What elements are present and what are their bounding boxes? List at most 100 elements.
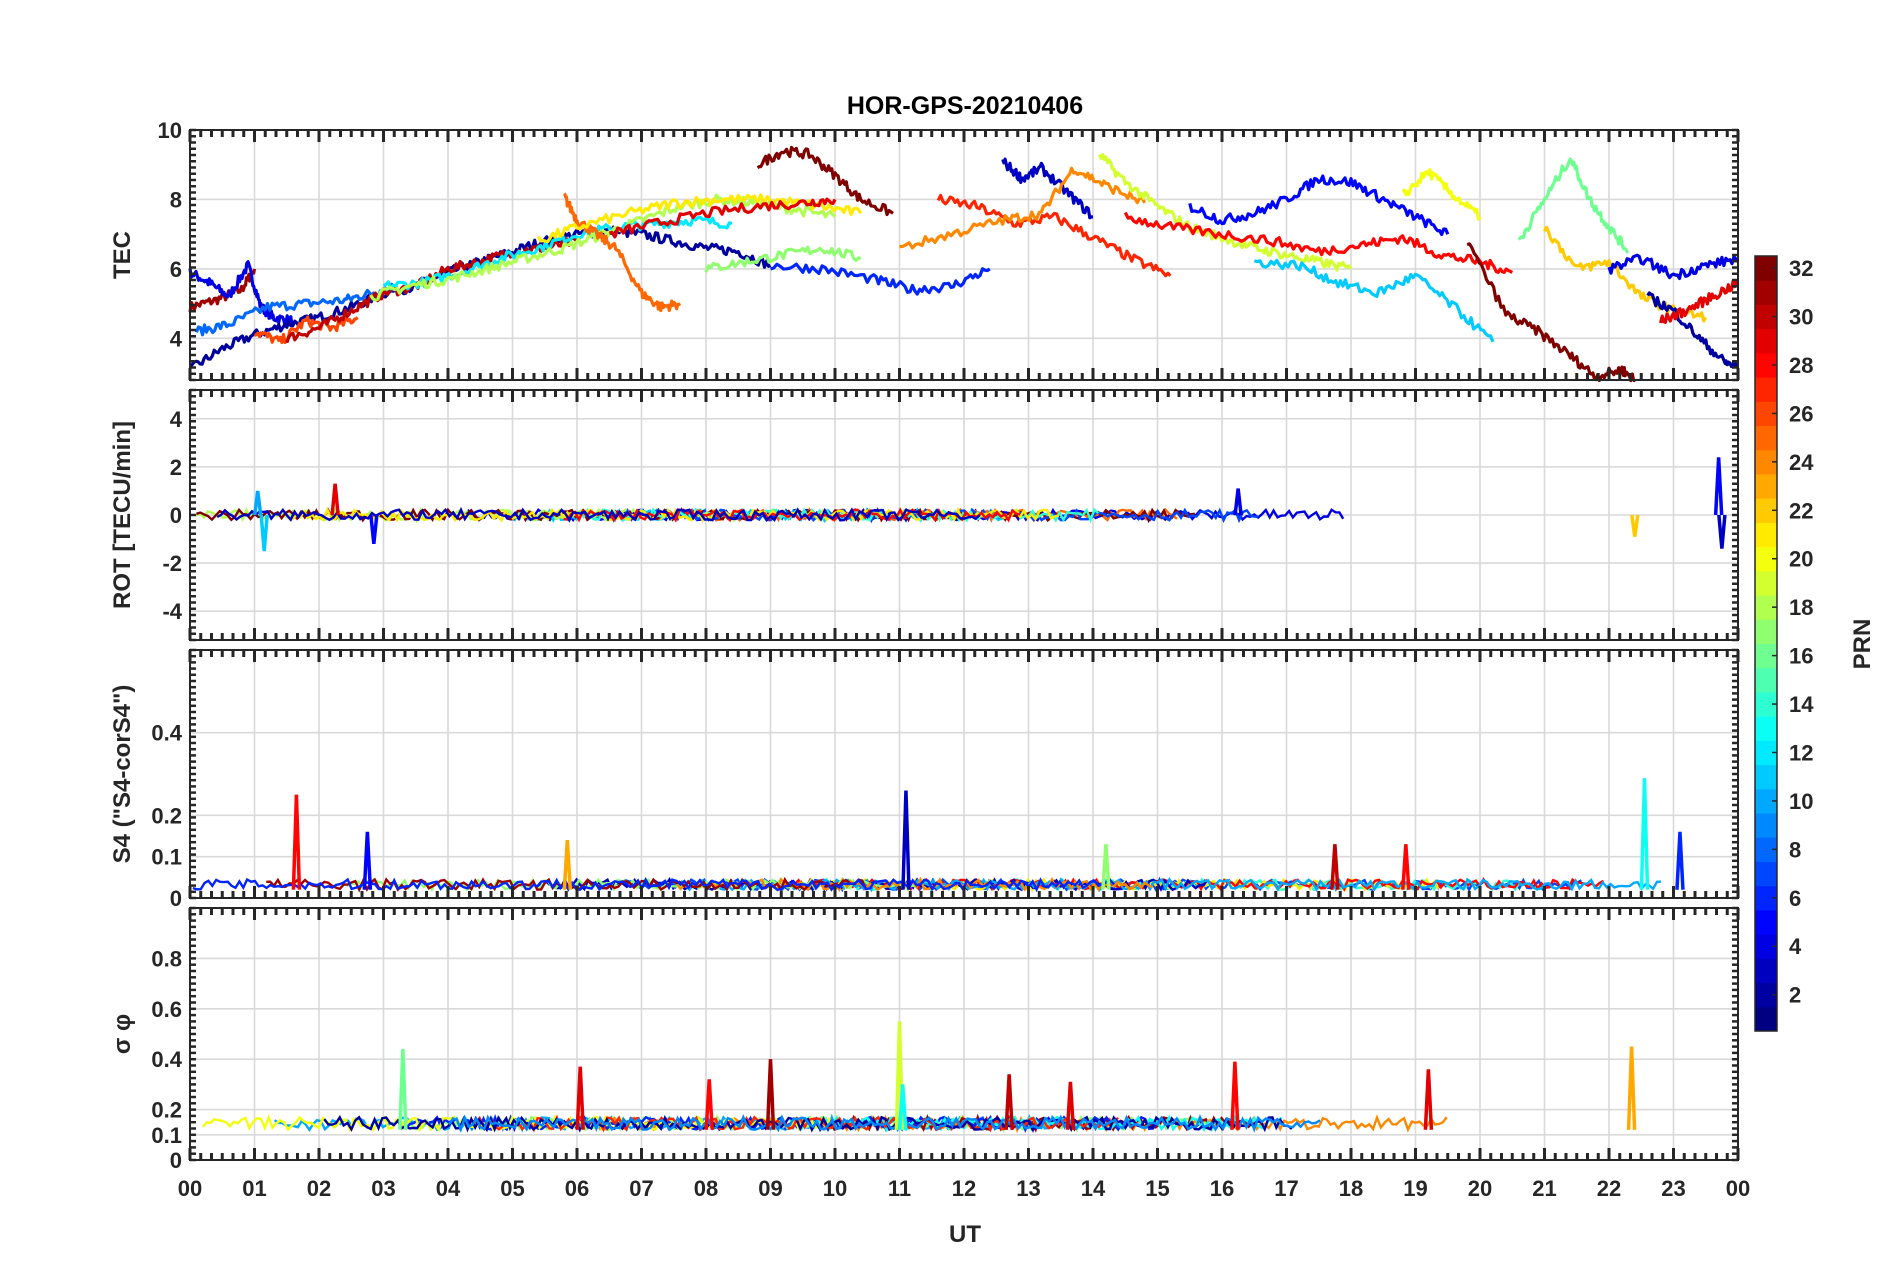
x-tick-label: 01: [242, 1176, 266, 1201]
tec-series-prn-32: [1466, 242, 1636, 383]
colorbar-swatch: [1755, 1006, 1777, 1032]
y-tick-label: 0.1: [151, 1123, 182, 1148]
spike-prn-28: [704, 1079, 714, 1130]
spike-prn-3: [1717, 514, 1727, 549]
y-tick-label: 0.8: [151, 946, 182, 971]
traces: [195, 457, 1727, 552]
y-tick-label: 0.6: [151, 997, 182, 1022]
panel-sigma_phi: 00.10.2 0.4 0.6 0.8 σ φ: [109, 906, 1740, 1173]
colorbar-swatch: [1755, 643, 1777, 669]
colorbar-swatch: [1755, 934, 1777, 959]
spike-prn-22: [1630, 514, 1640, 537]
tec-series-prn-11: [1253, 258, 1495, 343]
colorbar-swatch: [1755, 813, 1777, 838]
noise-trace-prn-6: [192, 877, 1115, 893]
x-tick-label: 08: [694, 1176, 718, 1201]
colorbar-swatch: [1755, 546, 1777, 572]
figure-title: HOR-GPS-20210406: [847, 92, 1083, 120]
colorbar-swatch: [1755, 425, 1777, 451]
x-tick-label: 15: [1145, 1176, 1169, 1201]
colorbar-label: PRN: [1849, 619, 1876, 670]
tec-series-prn-3: [1001, 157, 1094, 220]
colorbar-swatch: [1755, 377, 1777, 402]
x-tick-label: 19: [1403, 1176, 1427, 1201]
colorbar-swatch: [1755, 473, 1777, 499]
colorbar-swatch: [1755, 982, 1777, 1008]
spike-prn-23: [1626, 1046, 1637, 1130]
y-axis-label: S4 ("S4-corS4"): [109, 685, 136, 864]
spike-prn-29: [575, 1066, 585, 1130]
spike-prn-30: [1330, 844, 1340, 890]
spike-prn-23: [562, 840, 573, 890]
x-tick-label: 09: [758, 1176, 782, 1201]
x-tick-label: 02: [307, 1176, 331, 1201]
colorbar-swatch: [1755, 595, 1777, 620]
x-tick-label: 11: [888, 1176, 911, 1201]
tec-series-prn-4: [1607, 253, 1739, 281]
y-tick-label: 6: [170, 257, 182, 282]
spike-prn-6: [1675, 831, 1685, 890]
tec-series-prn-29: [1659, 279, 1740, 324]
colorbar-tick-label: 18: [1789, 595, 1813, 620]
spike-prn-31: [765, 1059, 776, 1130]
y-tick-label: 4: [170, 326, 183, 351]
y-tick-label: 0.4: [151, 721, 182, 746]
colorbar-tick-label: 24: [1789, 450, 1814, 475]
x-tick-label: 21: [1532, 1176, 1556, 1201]
colorbar-swatch: [1755, 716, 1777, 741]
y-tick-label: -4: [162, 599, 182, 624]
colorbar-swatch: [1755, 788, 1777, 814]
y-tick-label: 2: [170, 455, 182, 480]
tec-series-prn-5: [1188, 174, 1450, 237]
colorbar-swatch: [1755, 861, 1777, 887]
x-tick-label: 23: [1661, 1176, 1685, 1201]
x-tick-labels: 00 01 02 03 04 05 06 07 08 09 10 11 12 13 14 15 16 17 18 19…: [178, 1176, 1750, 1201]
tec-series-prn-21: [536, 193, 863, 244]
colorbar-tick-label: 2: [1789, 983, 1801, 1008]
tec-series-prn-17: [704, 245, 862, 273]
y-tick-label: -2: [162, 551, 182, 576]
x-tick-label: 20: [1468, 1176, 1492, 1201]
colorbar-frame: [1754, 255, 1778, 1032]
colorbar-swatch: [1755, 837, 1777, 862]
spike-prn-3: [901, 790, 911, 890]
traces: [201, 1021, 1637, 1134]
spike-prn-30: [1004, 1074, 1014, 1130]
x-axis-label: UT: [949, 1221, 981, 1248]
tec-series-prn-19: [1098, 152, 1353, 272]
noise-trace-prn-9: [448, 1114, 1321, 1134]
noise-trace-prn-10: [670, 877, 1661, 893]
tec-series-prn-32: [756, 145, 894, 217]
panel-TEC: 4 6 8 10 TEC: [109, 118, 1740, 383]
colorbar-tick-label: 22: [1789, 498, 1813, 523]
spike-prn-28: [291, 794, 302, 890]
colorbar-swatch: [1755, 328, 1777, 354]
colorbar-swatch: [1755, 619, 1777, 644]
tec-series-prn-6: [770, 262, 991, 296]
spike-prn-17: [1101, 844, 1111, 890]
spike-prn-5: [369, 514, 379, 545]
colorbar-swatch: [1755, 667, 1777, 693]
colorbar-tick-label: 6: [1789, 886, 1801, 911]
tec-series-prn-24: [899, 166, 1147, 250]
colorbar-swatch: [1755, 958, 1777, 984]
y-tick-label: 0: [170, 1148, 182, 1173]
noise-trace-prn-3: [216, 506, 981, 523]
spike-prn-29: [330, 483, 340, 516]
x-tick-label: 00: [1726, 1176, 1750, 1201]
colorbar-swatch: [1755, 401, 1777, 427]
x-tick-label: 00: [178, 1176, 202, 1201]
spike-prn-29: [1423, 1069, 1434, 1130]
traces: [188, 145, 1740, 383]
tec-series-prn-8: [194, 282, 398, 337]
colorbar-swatch: [1755, 498, 1777, 523]
tec-series-prn-16: [1517, 157, 1629, 254]
y-tick-label: 0.1: [151, 845, 182, 870]
colorbar-swatch: [1755, 280, 1777, 305]
y-tick-label: 8: [170, 187, 182, 212]
spike-prn-29: [1065, 1081, 1076, 1130]
x-tick-label: 04: [436, 1176, 461, 1201]
spike-prn-5: [362, 831, 373, 890]
